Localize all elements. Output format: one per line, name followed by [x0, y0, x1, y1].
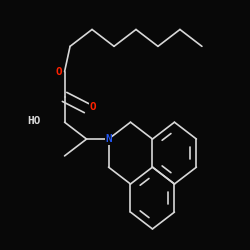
- Text: HO: HO: [28, 116, 41, 126]
- Text: N: N: [105, 134, 112, 144]
- Text: O: O: [89, 102, 96, 112]
- Text: O: O: [55, 66, 62, 76]
